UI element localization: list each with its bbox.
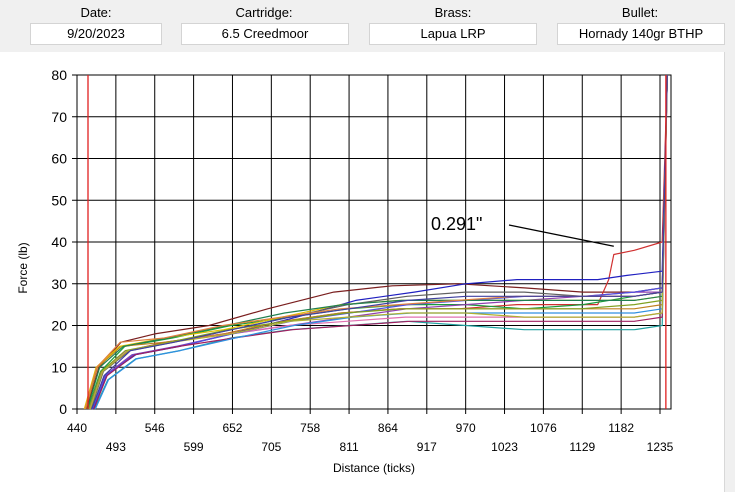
y-tick-label: 60: [51, 151, 67, 167]
x-tick-label: 652: [222, 421, 242, 435]
x-tick-label: 864: [378, 421, 398, 435]
x-tick-label: 917: [417, 440, 437, 454]
series-line: [91, 74, 668, 410]
series-line: [85, 74, 668, 410]
annotation-leader-line: [508, 224, 614, 247]
brass-label: Brass:: [434, 5, 472, 20]
x-tick-label: 440: [67, 421, 87, 435]
header-bar: Date: 9/20/2023 Cartridge: 6.5 Creedmoor…: [0, 0, 735, 52]
annotation-label: 0.291": [431, 214, 482, 234]
cartridge-field[interactable]: 6.5 Creedmoor: [181, 23, 349, 45]
bullet-field[interactable]: Hornady 140gr BTHP: [557, 23, 725, 45]
date-label: Date:: [80, 5, 112, 20]
window-edge: [724, 52, 735, 492]
x-tick-label: 493: [106, 440, 126, 454]
x-tick-label: 970: [456, 421, 476, 435]
x-tick-label: 599: [184, 440, 204, 454]
x-tick-label: 1076: [530, 421, 557, 435]
cartridge-label: Cartridge:: [235, 5, 293, 20]
x-tick-label: 758: [300, 421, 320, 435]
x-tick-label: 811: [339, 440, 358, 454]
y-tick-label: 30: [51, 276, 67, 292]
y-tick-label: 70: [51, 109, 67, 125]
grid: [72, 74, 672, 414]
series-lines: [83, 74, 668, 410]
series-line: [93, 74, 668, 410]
y-tick-label: 80: [51, 67, 67, 83]
annotation: 0.291": [431, 214, 614, 247]
tick-labels: 0 10 20 30 40 50 60 70 80 440 493 546 599 652 705 758 81…: [51, 67, 673, 454]
x-tick-label: 546: [145, 421, 165, 435]
brass-field[interactable]: Lapua LRP: [369, 23, 537, 45]
y-axis-label: Force (lb): [16, 242, 30, 293]
distance-markers: [87, 75, 667, 409]
y-tick-label: 20: [51, 318, 67, 334]
date-field[interactable]: 9/20/2023: [30, 23, 162, 45]
force-distance-chart: 0.291" 0 10 20 30 40 50 60 70 80 440 493 546 599 652 7…: [16, 67, 674, 475]
x-tick-label: 705: [261, 440, 281, 454]
y-tick-label: 10: [51, 359, 67, 375]
x-tick-label: 1235: [647, 440, 674, 454]
y-tick-label: 40: [51, 234, 67, 250]
bullet-label: Bullet:: [621, 5, 659, 20]
x-axis-label: Distance (ticks): [333, 461, 415, 475]
y-tick-label: 0: [59, 401, 67, 417]
series-line: [86, 74, 668, 410]
x-tick-label: 1023: [491, 440, 518, 454]
x-tick-label: 1129: [569, 440, 595, 454]
x-tick-label: 1182: [608, 421, 634, 435]
y-tick-label: 50: [51, 192, 67, 208]
